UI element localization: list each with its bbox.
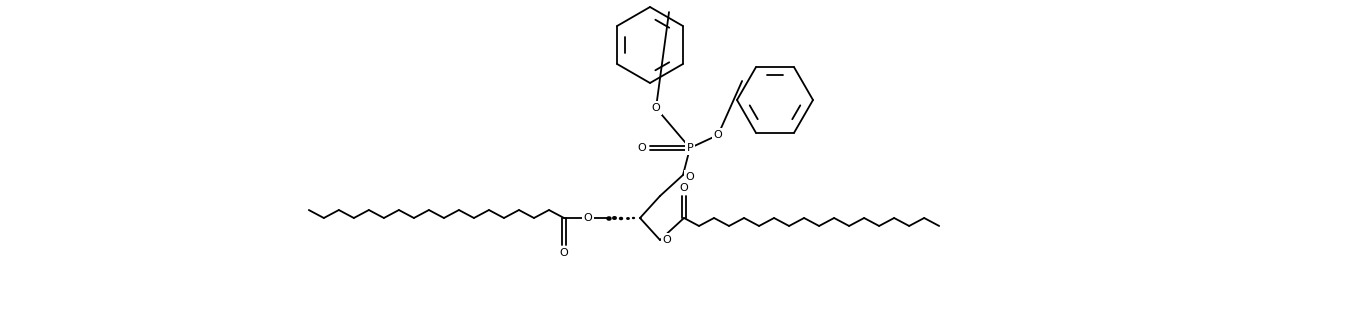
Text: O: O: [663, 235, 671, 245]
Text: O: O: [559, 248, 569, 258]
Text: O: O: [638, 143, 646, 153]
Text: O: O: [652, 103, 660, 113]
Text: O: O: [584, 213, 592, 223]
Text: P: P: [687, 143, 694, 153]
Text: O: O: [713, 130, 722, 140]
Text: O: O: [686, 172, 694, 182]
Text: O: O: [679, 183, 689, 193]
